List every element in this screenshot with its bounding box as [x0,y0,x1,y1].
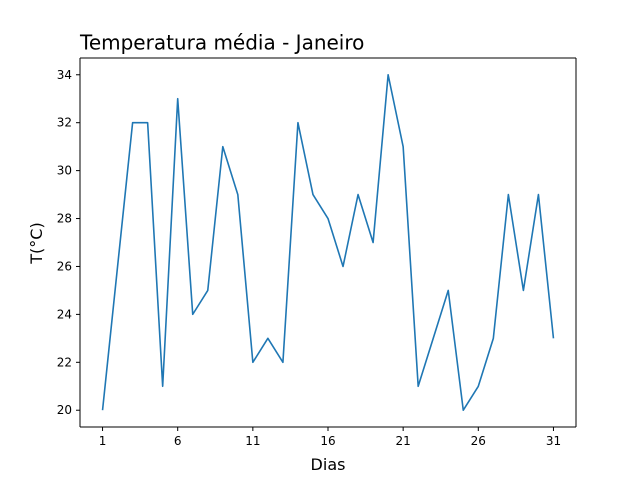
x-tick-label: 16 [320,434,335,448]
y-tick-label: 28 [57,212,72,226]
y-axis-label: T(°C) [27,222,46,264]
y-tick-label: 24 [57,307,72,321]
x-axis-ticks: 1 6 11 16 21 26 31 [99,427,561,448]
y-tick-label: 30 [57,164,72,178]
x-tick-label: 1 [99,434,107,448]
y-tick-label: 26 [57,259,72,273]
y-tick-label: 20 [57,403,72,417]
y-tick-label: 34 [57,68,72,82]
series-line [101,73,555,412]
y-tick-label: 32 [57,116,72,130]
x-tick-label: 6 [174,434,182,448]
y-tick-label: 22 [57,355,72,369]
x-tick-label: 26 [471,434,486,448]
x-tick-label: 11 [245,434,260,448]
chart-title: Temperatura média - Janeiro [79,31,364,55]
series-layer [101,73,555,412]
x-tick-label: 31 [546,434,561,448]
x-tick-label: 21 [396,434,411,448]
y-axis-ticks: 20 22 24 26 28 30 32 34 [57,68,80,417]
x-axis-label: Dias [311,455,346,474]
